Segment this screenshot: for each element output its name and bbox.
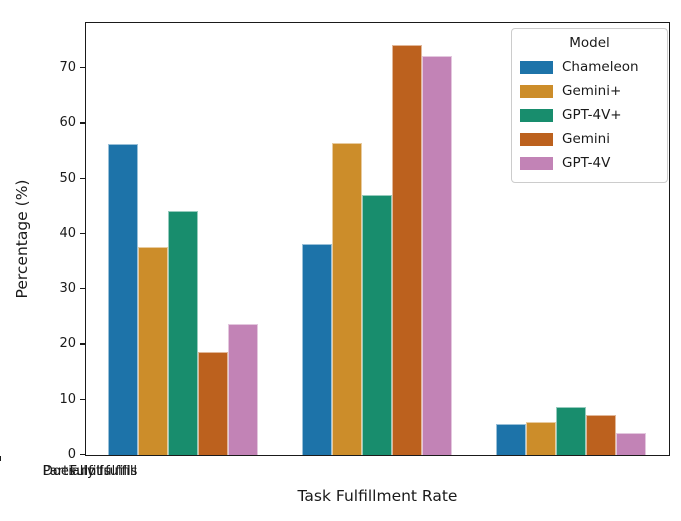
legend-label: Chameleon bbox=[562, 59, 639, 75]
legend-label: GPT-4V+ bbox=[562, 107, 622, 123]
x-tick-label: Partially fulfills bbox=[42, 464, 138, 479]
y-tick-mark bbox=[80, 122, 85, 124]
bar-chameleon-partially-fulfills bbox=[302, 244, 332, 455]
legend-entry-gpt4v: GPT-4V bbox=[520, 151, 659, 175]
legend-label: GPT-4V bbox=[562, 155, 611, 171]
legend-entry-gemini: Gemini+ bbox=[520, 79, 659, 103]
bar-gemini-fulfills bbox=[138, 247, 168, 455]
bar-gemini-partially-fulfills bbox=[332, 143, 362, 455]
legend-entry-gpt4v: GPT-4V+ bbox=[520, 103, 659, 127]
y-tick-label: 20 bbox=[59, 336, 76, 352]
y-tick-label: 60 bbox=[59, 115, 76, 131]
legend-entry-gemini: Gemini bbox=[520, 127, 659, 151]
bar-gpt4v-does-not-fulfill bbox=[616, 432, 646, 455]
bar-gpt4v-fulfills bbox=[228, 323, 258, 455]
y-tick-label: 0 bbox=[67, 447, 76, 462]
y-tick-mark bbox=[80, 67, 85, 69]
y-tick-mark bbox=[80, 343, 85, 345]
y-tick-mark bbox=[80, 232, 85, 235]
bar-chameleon-does-not-fulfill bbox=[496, 423, 526, 455]
bar-gpt4v-partially-fulfills bbox=[362, 194, 392, 455]
bar-gemini-fulfills bbox=[198, 352, 228, 455]
y-tick-label: 40 bbox=[59, 225, 76, 241]
y-tick-mark bbox=[80, 288, 85, 290]
y-tick-mark bbox=[80, 177, 85, 179]
bar-gemini-partially-fulfills bbox=[392, 45, 422, 455]
legend-swatch-icon bbox=[520, 108, 553, 122]
y-tick-label: 30 bbox=[59, 281, 76, 297]
x-tick-mark bbox=[0, 456, 2, 461]
legend-entry-chameleon: Chameleon bbox=[520, 55, 659, 79]
y-axis-label-text: Percentage (%) bbox=[13, 179, 31, 299]
y-tick-label: 50 bbox=[59, 170, 76, 186]
x-tick-label: Fulfills bbox=[69, 464, 111, 479]
y-tick-mark bbox=[80, 453, 85, 456]
legend-label: Gemini+ bbox=[562, 83, 622, 99]
bar-gemini-does-not-fulfill bbox=[526, 421, 556, 455]
bar-chameleon-fulfills bbox=[108, 144, 138, 455]
legend-entries: Chameleon Gemini+ GPT-4V+ Gemini GPT-4V bbox=[520, 55, 659, 175]
bar-gpt4v-partially-fulfills bbox=[422, 56, 452, 455]
legend-swatch-icon bbox=[520, 132, 553, 146]
x-tick-label: Does not fulfill bbox=[42, 464, 138, 479]
bar-gpt4v-fulfills bbox=[168, 210, 198, 455]
bar-gpt4v-does-not-fulfill bbox=[556, 406, 586, 455]
legend-title: Model bbox=[569, 35, 610, 51]
legend: Model Chameleon Gemini+ GPT-4V+ Gemini GPT-4… bbox=[511, 28, 668, 183]
y-tick-mark bbox=[80, 398, 85, 400]
bar-gemini-does-not-fulfill bbox=[586, 415, 616, 455]
x-axis-label: Task Fulfillment Rate bbox=[297, 487, 458, 505]
legend-swatch-icon bbox=[520, 84, 553, 98]
legend-swatch-icon bbox=[520, 156, 553, 170]
y-tick-label: 10 bbox=[59, 391, 76, 407]
y-tick-label: 70 bbox=[59, 60, 76, 76]
legend-label: Gemini bbox=[562, 131, 610, 147]
legend-swatch-icon bbox=[520, 60, 553, 74]
